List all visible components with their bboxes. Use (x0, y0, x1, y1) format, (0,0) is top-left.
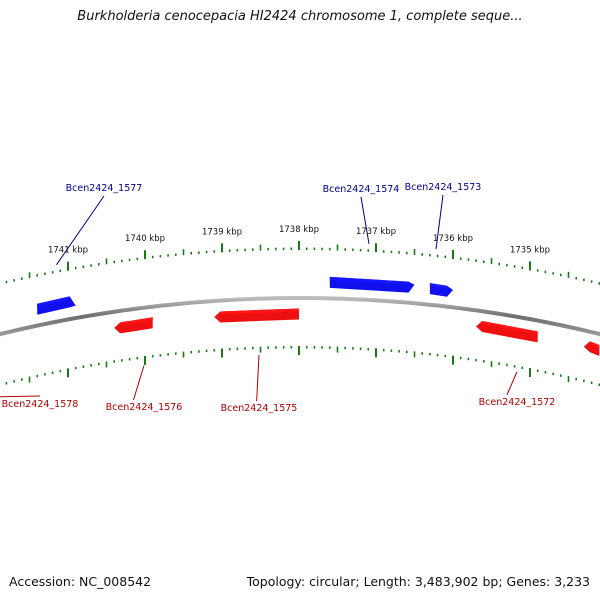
topology-text: Topology: circular; Length: 3,483,902 bp… (246, 574, 590, 589)
gene-arrow-highlight (589, 341, 600, 348)
gene-label-leader (56, 195, 105, 266)
kbp-label: 1741 kbp (48, 246, 88, 256)
gene-label: Bcen2424_1573 (405, 182, 482, 193)
gene-label-leader (435, 194, 444, 250)
gene-label-leader (132, 365, 145, 401)
gene-arrow-highlight (329, 276, 409, 285)
gene-arrow-highlight (220, 308, 299, 315)
gene-label: Bcen2424_1576 (106, 402, 183, 413)
gene-label-leader (506, 371, 518, 396)
chromosome-backbone (0, 295, 600, 337)
gene-arrow (37, 296, 76, 315)
gene-arrow (476, 321, 538, 343)
outer-tick-ring (5, 241, 600, 285)
map-title: Burkholderia cenocepacia HI2424 chromoso… (77, 9, 523, 24)
gene-arrow-highlight (120, 317, 153, 326)
kbp-label: 1737 kbp (356, 227, 396, 237)
kbp-label: 1736 kbp (433, 234, 473, 244)
gene-label-leader (0, 395, 41, 398)
gene-label: Bcen2424_1574 (323, 184, 400, 195)
gene-labels: Bcen2424_1577 Bcen2424_1574 Bcen2424_1573 B… (0, 182, 555, 414)
kbp-label: 1735 kbp (510, 245, 550, 255)
gene-label: Bcen2424_1577 (66, 183, 143, 194)
gene-arrow-highlight (429, 283, 447, 289)
gene-label-leader (256, 354, 260, 402)
gene-features (37, 276, 600, 356)
gene-arrow-highlight (37, 296, 70, 307)
gene-label: Bcen2424_1578 (2, 399, 79, 410)
kbp-label: 1739 kbp (202, 227, 242, 237)
gene-label: Bcen2424_1575 (221, 403, 298, 414)
gene-label: Bcen2424_1572 (479, 397, 556, 408)
kbp-scale-labels: 1741 kbp 1740 kbp 1739 kbp 1738 kbp 1737 kbp… (48, 225, 550, 256)
gene-label-leader (360, 196, 370, 244)
gene-arrow-highlight (482, 321, 538, 335)
accession-text: Accession: NC_008542 (9, 574, 152, 589)
kbp-label: 1738 kbp (279, 225, 319, 235)
inner-tick-ring (5, 346, 600, 386)
kbp-label: 1740 kbp (125, 234, 165, 244)
